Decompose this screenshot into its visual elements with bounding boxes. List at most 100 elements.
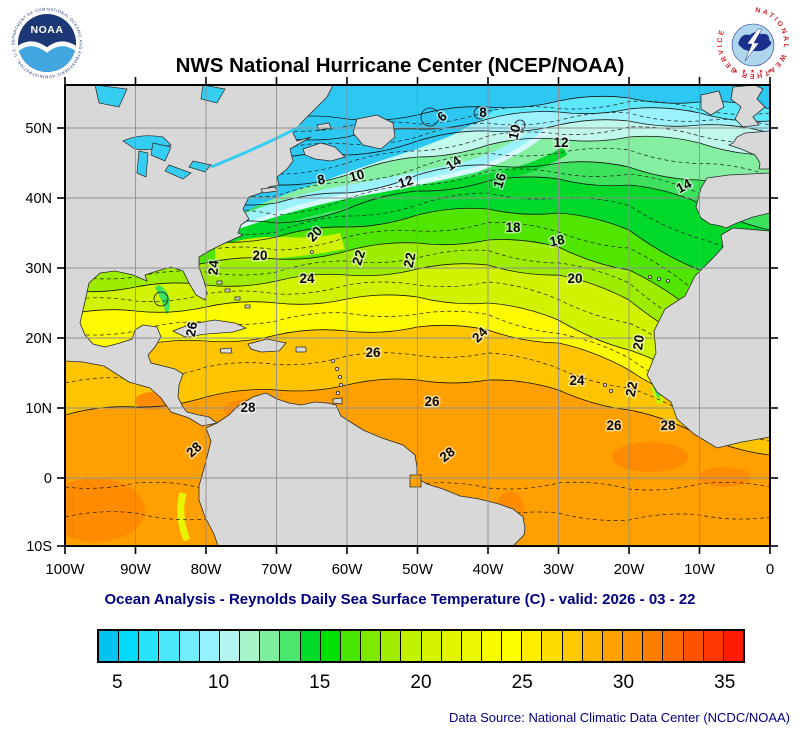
colorbar-labels: 5 10 15 20 25 30 35 xyxy=(97,672,745,698)
land-great-britain xyxy=(730,85,766,128)
colorbar-cell-24 xyxy=(502,631,523,661)
land-ireland xyxy=(700,90,725,116)
lat-label: 40N xyxy=(25,191,52,207)
colorbar-cell-13 xyxy=(280,631,301,661)
colorbar-cell-28 xyxy=(582,631,603,661)
land-north-america xyxy=(65,85,334,427)
land-long-island xyxy=(260,186,278,194)
colorbar-cell-12 xyxy=(260,631,281,661)
contour-label-12: 12 xyxy=(553,135,568,150)
colorbar-tick-35: 35 xyxy=(714,672,736,693)
colorbar-cell-6 xyxy=(139,631,160,661)
colorbar-cell-16 xyxy=(340,631,362,661)
isotherm-eddy xyxy=(514,119,526,131)
contour-label-26: 26 xyxy=(606,418,622,433)
lake-erie xyxy=(164,164,192,180)
isotherm-dashed-tropics xyxy=(65,481,770,492)
colorbar-cell-17 xyxy=(361,631,382,661)
contour-label-22: 22 xyxy=(349,248,368,267)
noaa-label: NOAA xyxy=(31,24,64,36)
land-cuba xyxy=(172,319,248,338)
warm-pool-pacific xyxy=(65,478,145,542)
land-south-america xyxy=(198,392,526,546)
contour-label-20: 20 xyxy=(252,248,267,263)
nws-stars: ★ ★ ★ ★ ★ xyxy=(733,68,773,75)
noaa-logo: NATIONAL OCEANIC AND ATMOSPHERIC ADMINIS… xyxy=(9,5,83,80)
lon-label: 20W xyxy=(614,561,646,578)
land-bahamas xyxy=(216,280,251,309)
gulf-st-lawrence-north xyxy=(200,85,226,104)
colorbar-cell-31 xyxy=(643,631,664,661)
sst-map: 100W 90W 80W 70W 60W 50W 40W 30W 20W 10W 0 50N 40N 30… xyxy=(25,77,778,578)
lat-label: 10S xyxy=(26,539,52,555)
lat-label: 30N xyxy=(25,261,52,277)
colorbar-cell-20 xyxy=(421,631,442,661)
colorbar-cell-29 xyxy=(602,631,624,661)
lake-ontario xyxy=(188,160,212,173)
land-iberia xyxy=(695,172,770,229)
lon-label: 90W xyxy=(120,561,152,578)
isotherm-dashed xyxy=(65,352,770,441)
lakes xyxy=(94,85,304,180)
contour-label-28: 28 xyxy=(240,400,256,415)
contour-label-24: 24 xyxy=(205,259,221,276)
hudson-bay xyxy=(94,85,128,108)
isotherm-eddy xyxy=(153,291,169,307)
isotherm-dashed xyxy=(65,281,770,399)
contour-label-18: 18 xyxy=(505,220,521,235)
contour-label-20: 20 xyxy=(630,334,647,351)
contour-label-20: 20 xyxy=(567,271,582,286)
land-newfoundland xyxy=(352,114,396,150)
colorbar-cell-25 xyxy=(522,631,543,661)
noaa-gull-icon xyxy=(18,41,76,53)
graticule xyxy=(65,85,770,546)
colorbar-cell-33 xyxy=(683,631,704,661)
colorbar-tick-5: 5 xyxy=(111,672,123,693)
lon-label: 30W xyxy=(543,561,575,578)
page-title: NWS National Hurricane Center (NCEP/NOAA… xyxy=(175,54,625,77)
colorbar-cell-14 xyxy=(300,631,321,661)
colorbar-cell-23 xyxy=(481,631,503,661)
colorbar-cell-9 xyxy=(199,631,220,661)
lon-label: 60W xyxy=(332,561,364,578)
land-canary-islands xyxy=(648,274,671,283)
lon-label: 70W xyxy=(261,561,293,578)
colorbar-tick-30: 30 xyxy=(612,672,635,693)
contour-label-26: 26 xyxy=(424,394,440,409)
contour-label-26: 26 xyxy=(183,320,200,338)
land-france xyxy=(727,130,770,170)
colorbar-cell-22 xyxy=(461,631,482,661)
axis-ticks xyxy=(57,77,778,554)
land-puerto-rico xyxy=(295,346,307,353)
colorbar-cell-32 xyxy=(663,631,684,661)
amazon-mouth-bay xyxy=(409,474,422,488)
colorbar-cell-19 xyxy=(401,631,422,661)
axis-labels: 100W 90W 80W 70W 60W 50W 40W 30W 20W 10W 0 50N 40N 30… xyxy=(25,121,774,578)
warm-pool-guinea xyxy=(699,467,751,487)
lon-label: 40W xyxy=(473,561,505,578)
isotherm-dashed-tropics xyxy=(65,511,770,523)
nws-logo: NATIONAL WEATHER SERVICE ★ ★ ★ ★ ★ xyxy=(716,6,790,80)
contour-label-24: 24 xyxy=(569,373,585,388)
land-trinidad xyxy=(332,397,343,405)
colorbar-cell-35 xyxy=(723,631,743,661)
colorbar-tick-15: 15 xyxy=(309,672,331,693)
contour-label-8: 8 xyxy=(479,105,487,120)
st-lawrence-river xyxy=(210,123,304,169)
front-filament-2 xyxy=(237,129,549,232)
lon-label: 100W xyxy=(45,561,85,578)
land-cape-verde xyxy=(603,382,614,393)
colorbar-tick-25: 25 xyxy=(511,672,533,693)
lake-huron xyxy=(150,142,172,162)
colorbar-cell-30 xyxy=(623,631,644,661)
contour-label-10: 10 xyxy=(506,123,524,141)
colorbar-cell-18 xyxy=(381,631,402,661)
colorbar-tick-20: 20 xyxy=(410,672,432,693)
colorbar-cell-8 xyxy=(179,631,200,661)
lake-michigan xyxy=(136,150,149,178)
colorbar-cell-26 xyxy=(542,631,563,661)
colorbar-cell-15 xyxy=(320,631,341,661)
peru-upwelling xyxy=(177,492,191,542)
